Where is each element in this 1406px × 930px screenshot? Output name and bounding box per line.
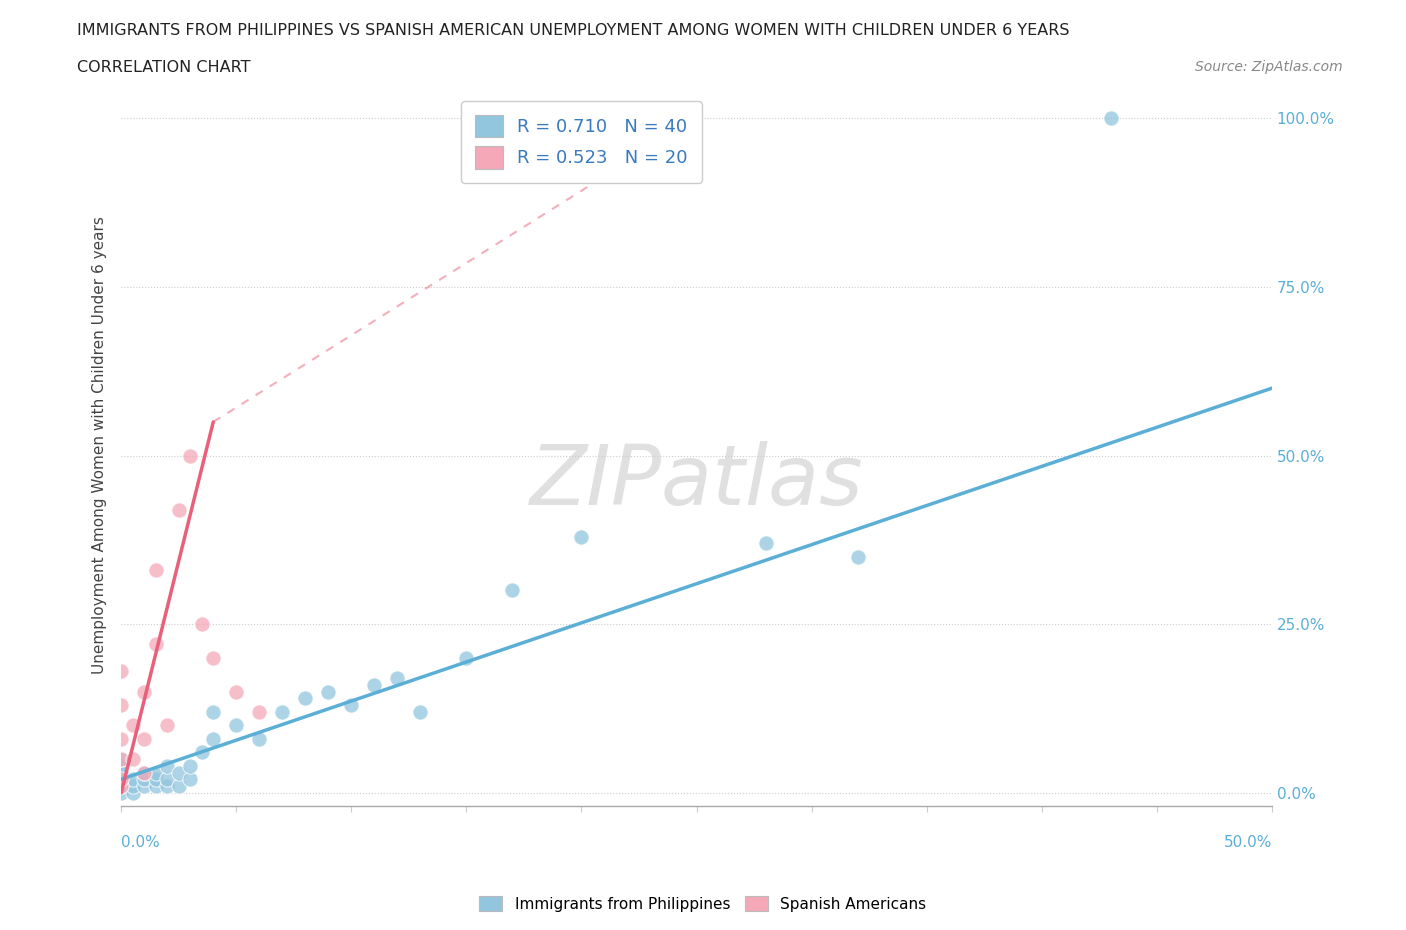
Point (167, 502, 190, 517)
Point (225, 718, 247, 733)
Point (501, 583, 523, 598)
Point (145, 563, 167, 578)
Point (156, 778, 179, 793)
Point (110, 751, 132, 766)
Text: Source: ZipAtlas.com: Source: ZipAtlas.com (1195, 60, 1343, 74)
Point (318, 684, 340, 699)
Point (340, 698, 363, 712)
Point (846, 550, 869, 565)
Point (145, 765, 167, 780)
Point (167, 778, 190, 793)
Point (134, 778, 156, 793)
Point (755, 536, 778, 551)
Point (1099, 111, 1122, 126)
Point (110, 698, 132, 712)
Point (134, 772, 156, 787)
Point (202, 704, 225, 719)
Point (156, 758, 179, 773)
Point (110, 778, 132, 793)
Point (571, 529, 593, 544)
Point (134, 765, 156, 780)
Point (121, 751, 143, 766)
Point (247, 704, 270, 719)
Point (202, 650, 225, 665)
Point (225, 684, 247, 699)
Point (121, 785, 143, 800)
Point (409, 704, 432, 719)
Point (121, 772, 143, 787)
Point (134, 684, 156, 699)
Point (179, 448, 201, 463)
Point (167, 765, 190, 780)
Point (110, 731, 132, 746)
Point (121, 778, 143, 793)
Point (294, 691, 316, 706)
Point (179, 772, 201, 787)
Point (134, 731, 156, 746)
Point (247, 731, 270, 746)
Text: ZIPatlas: ZIPatlas (530, 441, 863, 522)
Legend: R = 0.710   N = 40, R = 0.523   N = 20: R = 0.710 N = 40, R = 0.523 N = 20 (461, 101, 702, 183)
Point (134, 765, 156, 780)
Point (202, 731, 225, 746)
Point (110, 765, 132, 780)
Point (110, 664, 132, 679)
Point (110, 772, 132, 787)
Legend: Immigrants from Philippines, Spanish Americans: Immigrants from Philippines, Spanish Ame… (474, 889, 932, 918)
Point (363, 677, 385, 692)
Point (456, 650, 478, 665)
Point (179, 758, 201, 773)
Point (121, 718, 143, 733)
Text: CORRELATION CHART: CORRELATION CHART (77, 60, 250, 75)
Point (191, 745, 214, 760)
Point (271, 704, 294, 719)
Point (110, 751, 132, 766)
Point (145, 772, 167, 787)
Point (110, 758, 132, 773)
Point (110, 778, 132, 793)
Point (110, 772, 132, 787)
Point (387, 671, 409, 685)
Point (191, 617, 214, 631)
Point (156, 718, 179, 733)
Text: 50.0%: 50.0% (1223, 835, 1272, 850)
Text: IMMIGRANTS FROM PHILIPPINES VS SPANISH AMERICAN UNEMPLOYMENT AMONG WOMEN WITH CH: IMMIGRANTS FROM PHILIPPINES VS SPANISH A… (77, 23, 1070, 38)
Point (145, 778, 167, 793)
Point (156, 772, 179, 787)
Point (110, 785, 132, 800)
Text: 0.0%: 0.0% (121, 835, 160, 850)
Point (145, 637, 167, 652)
Y-axis label: Unemployment Among Women with Children Under 6 years: Unemployment Among Women with Children U… (93, 217, 107, 674)
